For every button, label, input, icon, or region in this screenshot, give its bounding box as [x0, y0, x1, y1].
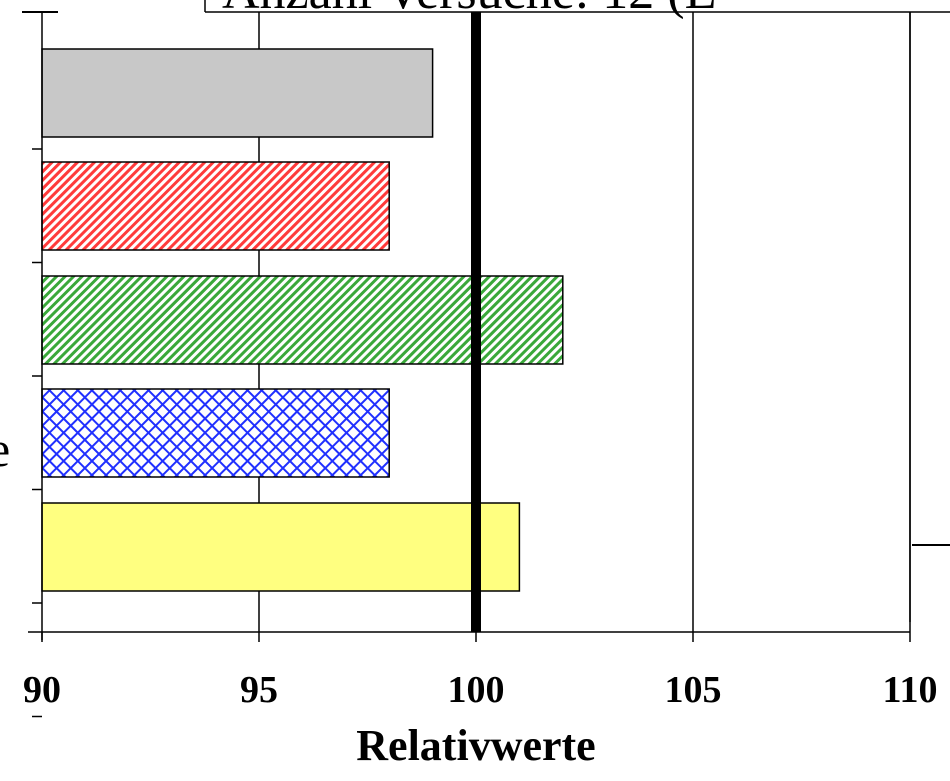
bar-1 [41, 48, 434, 138]
bar-4 [41, 388, 390, 478]
bar-5 [41, 502, 521, 592]
bars [41, 48, 564, 592]
x-tick-label-90: 90 [23, 669, 61, 711]
x-axis [28, 12, 911, 718]
x-axis-title: Relativwerte [356, 721, 595, 770]
header-text: Anzahl Versuche: 12 (E [222, 0, 716, 20]
x-tick-labels: 90 95 100 105 110 [23, 669, 937, 711]
x-tick-label-105: 105 [665, 669, 722, 711]
header: Anzahl Versuche: 12 (E e [0, 0, 950, 477]
bar-2 [41, 161, 390, 251]
x-tick-label-100: 100 [448, 669, 505, 711]
x-tick-label-110: 110 [883, 669, 938, 711]
bar-3 [41, 275, 564, 365]
x-tick-label-95: 95 [240, 669, 278, 711]
side-text-fragment: e [0, 421, 10, 477]
